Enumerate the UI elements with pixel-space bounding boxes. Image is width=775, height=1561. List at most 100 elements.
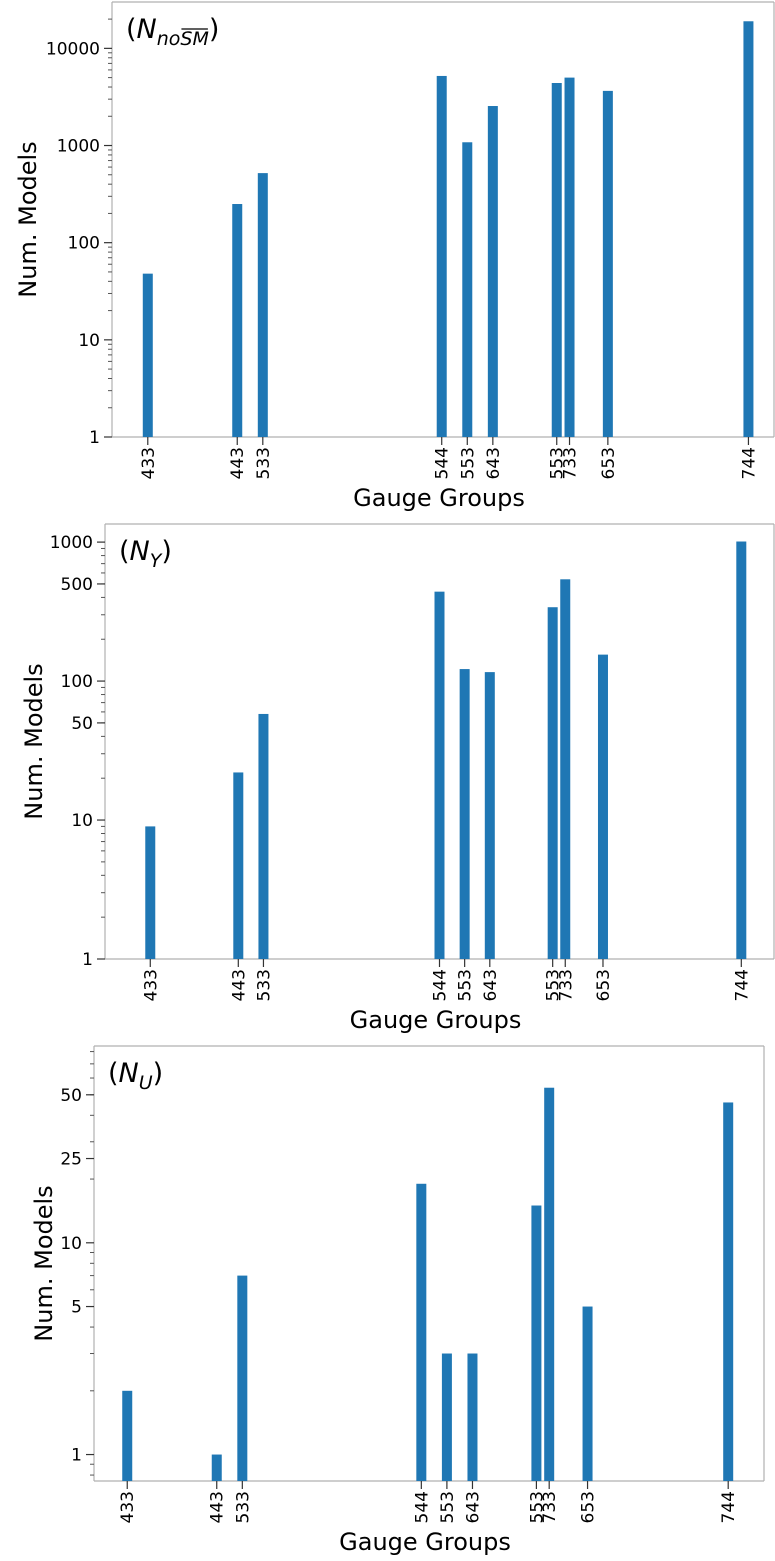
bar-653 xyxy=(597,654,608,959)
y-tick-label: 100 xyxy=(61,672,93,692)
bar-433 xyxy=(145,826,156,959)
x-tick-label: 653 xyxy=(579,1491,599,1523)
x-tick-label: 443 xyxy=(208,1491,228,1523)
y-tick-label: 5 xyxy=(71,1298,82,1318)
x-tick-label: 643 xyxy=(484,447,504,479)
panel-label-close: ) xyxy=(161,536,172,567)
panel-label: (NnoSM) xyxy=(126,14,219,50)
panel-label-sub: Y xyxy=(150,550,163,572)
bar-744 xyxy=(723,1102,734,1481)
panel-label: (NY) xyxy=(119,536,172,572)
bar-544 xyxy=(416,1183,427,1481)
panel-label-open: ( xyxy=(126,14,137,45)
panel-label-main: N xyxy=(130,536,150,567)
x-tick-label: 553 xyxy=(544,969,564,1001)
panel-label-main: N xyxy=(137,14,157,45)
bar-653 xyxy=(602,90,613,437)
x-tick-label: 433 xyxy=(141,969,161,1001)
bar-553 xyxy=(551,82,562,437)
x-tick-label: 533 xyxy=(254,447,274,479)
x-tick-label: 653 xyxy=(599,447,619,479)
x-tick-label: 533 xyxy=(254,969,274,1001)
x-tick-label: 433 xyxy=(118,1491,138,1523)
panel-label-sub: no xyxy=(157,28,181,50)
bar-643 xyxy=(484,672,495,959)
y-tick-label: 1 xyxy=(82,950,93,970)
bar-553 xyxy=(441,1353,452,1481)
bar-744 xyxy=(736,541,747,959)
y-tick-label: 10 xyxy=(60,1234,82,1254)
bar-443 xyxy=(233,772,244,959)
bar-443 xyxy=(211,1454,222,1481)
bar-553 xyxy=(459,669,470,959)
x-tick-label: 744 xyxy=(732,969,752,1001)
x-tick-label: 544 xyxy=(433,447,453,479)
bar-653 xyxy=(582,1306,593,1481)
x-axis-label: Gauge Groups xyxy=(353,484,525,512)
x-tick-label: 733 xyxy=(556,969,576,1001)
x-tick-label: 744 xyxy=(739,447,759,479)
x-tick-label: 443 xyxy=(228,447,248,479)
y-tick-label: 25 xyxy=(60,1150,82,1170)
bar-544 xyxy=(434,591,445,959)
y-tick-label: 50 xyxy=(60,1086,82,1106)
y-tick-label: 10 xyxy=(71,811,93,831)
bar-533 xyxy=(237,1275,248,1481)
panel-label-close: ) xyxy=(153,1058,164,1089)
x-tick-label: 533 xyxy=(233,1491,253,1523)
y-tick-label: 1000 xyxy=(57,137,100,157)
panel-label-open: ( xyxy=(108,1058,119,1089)
y-tick-label: 500 xyxy=(61,575,93,595)
panel-label-main: N xyxy=(119,1058,139,1089)
x-tick-label: 433 xyxy=(139,447,159,479)
y-axis-label: Num. Models xyxy=(20,663,48,819)
y-tick-label: 50 xyxy=(71,714,93,734)
bar-733 xyxy=(544,1087,555,1481)
y-tick-label: 10 xyxy=(78,331,100,351)
y-tick-label: 10000 xyxy=(46,39,100,59)
panel-label: (NU) xyxy=(108,1058,163,1094)
x-tick-label: 553 xyxy=(548,447,568,479)
bar-733 xyxy=(564,77,575,437)
bar-443 xyxy=(232,204,243,437)
y-tick-label: 100 xyxy=(68,234,100,254)
bar-733 xyxy=(560,579,571,959)
x-tick-label: 544 xyxy=(431,969,451,1001)
x-axis-label: Gauge Groups xyxy=(350,1006,522,1034)
bar-643 xyxy=(487,106,498,438)
y-tick-label: 1 xyxy=(71,1446,82,1466)
x-tick-label: 744 xyxy=(719,1491,739,1523)
bar-533 xyxy=(258,713,269,959)
bar-553 xyxy=(547,607,558,959)
y-tick-label: 1000 xyxy=(50,533,93,553)
y-axis-label: Num. Models xyxy=(14,141,42,297)
x-tick-label: 733 xyxy=(561,447,581,479)
x-tick-label: 443 xyxy=(229,969,249,1001)
x-tick-label: 553 xyxy=(527,1491,547,1523)
x-tick-label: 553 xyxy=(456,969,476,1001)
panel-label-sub: U xyxy=(139,1072,153,1094)
x-tick-label: 553 xyxy=(438,1491,458,1523)
panel-label-sub-over: SM xyxy=(180,28,208,50)
bar-553 xyxy=(462,142,473,438)
x-tick-label: 544 xyxy=(412,1491,432,1523)
x-axis-label: Gauge Groups xyxy=(339,1528,511,1556)
bar-533 xyxy=(257,173,268,437)
bar-433 xyxy=(142,273,153,437)
x-tick-label: 643 xyxy=(463,1491,483,1523)
bar-643 xyxy=(467,1353,478,1481)
panel-label-close: ) xyxy=(209,14,220,45)
bar-544 xyxy=(436,75,447,437)
x-tick-label: 733 xyxy=(540,1491,560,1523)
y-axis-label: Num. Models xyxy=(30,1185,58,1341)
panel-label-open: ( xyxy=(119,536,130,567)
x-tick-label: 553 xyxy=(458,447,478,479)
bar-433 xyxy=(122,1390,133,1481)
x-tick-label: 653 xyxy=(594,969,614,1001)
bar-553 xyxy=(531,1205,542,1481)
x-tick-label: 643 xyxy=(481,969,501,1001)
